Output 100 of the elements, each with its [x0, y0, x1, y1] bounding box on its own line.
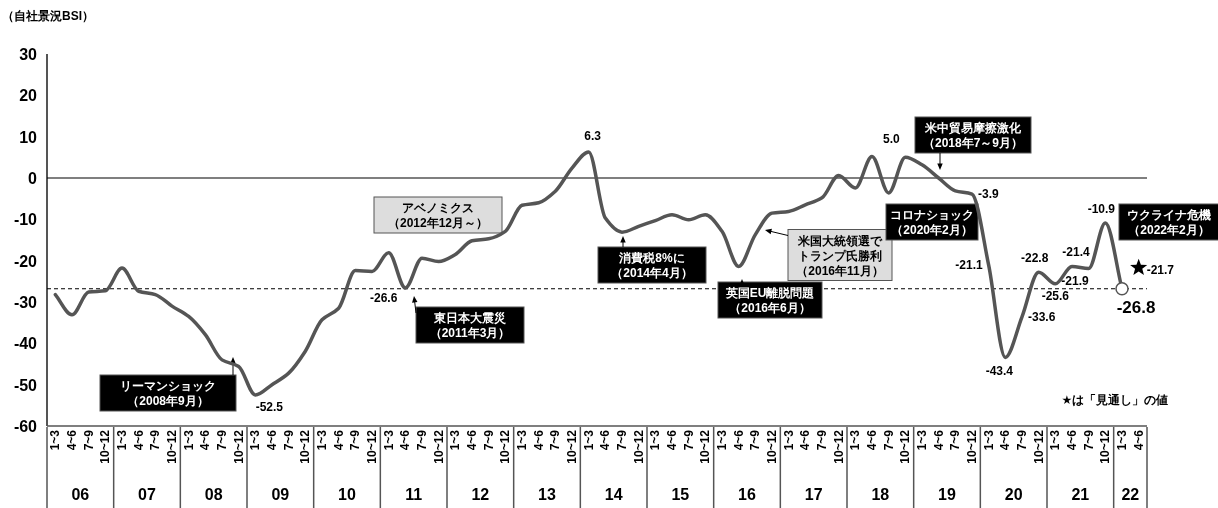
- x-tick-label: 10~12: [565, 429, 579, 464]
- data-label: -21.7: [1146, 262, 1175, 277]
- y-tick-label: -20: [13, 252, 38, 270]
- x-tick-label: 4~6: [731, 429, 746, 451]
- annotation: （2011年3月）: [429, 326, 511, 340]
- note-box: 消費税8%に （2014年4月）: [597, 246, 707, 284]
- y-tick-label: 10: [19, 128, 38, 146]
- y-tick-label: -50: [13, 376, 38, 394]
- text: 09: [271, 486, 290, 503]
- x-tick-label: 7~9: [281, 429, 296, 451]
- text: 20: [1004, 486, 1023, 503]
- x-tick-label: 10~12: [831, 429, 846, 464]
- text: 10: [338, 486, 356, 503]
- data-label: -26.6: [369, 290, 398, 305]
- x-tick-label: 4~6: [398, 429, 413, 451]
- x-tick-label: 4~6: [798, 429, 813, 451]
- x-tick-label: 4~6: [65, 429, 79, 451]
- y-tick-label: -10: [13, 211, 38, 229]
- x-tick-label: 1~3: [981, 429, 996, 451]
- y-axis-title: （自社景況BSI）: [2, 9, 95, 23]
- annotation: 消費税8%に: [618, 251, 685, 265]
- x-tick-label: 4~6: [865, 429, 879, 451]
- annotation: （2012年12月～）: [387, 216, 489, 230]
- x-tick-label: 7~9: [215, 429, 229, 451]
- annotation: （2016年6月）: [729, 301, 811, 315]
- x-tick-label: 10~12: [98, 429, 113, 464]
- data-label: -22.8: [1020, 251, 1049, 266]
- x-tick-label: 1~3: [48, 429, 63, 451]
- text: 22: [1121, 486, 1140, 503]
- x-tick-label: 4~6: [465, 429, 479, 451]
- data-label: -43.4: [985, 364, 1014, 379]
- note-box: コロナショック （2020年2月）: [885, 203, 979, 241]
- x-tick-label: 7~9: [1081, 429, 1096, 451]
- data-label: -26.8: [1116, 297, 1156, 317]
- x-tick-label: 7~9: [481, 429, 496, 451]
- x-tick-label: 10~12: [898, 429, 913, 464]
- x-tick-label: 10~12: [765, 429, 779, 464]
- x-tick-label: 10~12: [498, 429, 513, 464]
- annotation: （2014年4月）: [611, 266, 693, 280]
- x-tick-label: 1~3: [781, 429, 796, 451]
- text: 19: [938, 486, 956, 503]
- x-tick-label: 7~9: [81, 429, 96, 451]
- x-tick-label: 1~3: [581, 429, 596, 451]
- text: 11: [405, 486, 423, 503]
- annotation: 米国大統領選で: [797, 233, 883, 248]
- data-label: -10.9: [1087, 202, 1116, 217]
- y-tick-label: -60: [13, 418, 38, 435]
- x-tick-label: 4~6: [265, 429, 279, 451]
- text: 14: [604, 486, 623, 503]
- x-tick-label: 10~12: [1098, 429, 1113, 464]
- x-tick-label: 7~9: [881, 429, 896, 451]
- annotation: トランプ氏勝利: [798, 248, 882, 263]
- note-box: 英国EU離脱問題 （2016年6月）: [717, 281, 823, 319]
- data-label: -3.9: [978, 187, 999, 202]
- x-tick-label: 10~12: [365, 429, 379, 464]
- text: 17: [804, 486, 823, 503]
- x-tick-label: 1~3: [715, 429, 729, 451]
- data-label: -21.1: [955, 258, 983, 273]
- data-label: -25.6: [1041, 288, 1070, 303]
- x-tick-label: 1~3: [1115, 429, 1129, 451]
- x-tick-label: 1~3: [115, 429, 129, 451]
- x-tick-label: 1~3: [381, 429, 396, 451]
- x-tick-label: 1~3: [648, 429, 663, 451]
- annotation: （2016年11月）: [796, 263, 884, 278]
- annotation: （2008年9月）: [127, 394, 209, 408]
- x-tick-label: 4~6: [131, 429, 146, 451]
- data-label: -33.6: [1028, 309, 1056, 324]
- annotation: （2020年2月）: [891, 223, 973, 237]
- x-tick-label: 7~9: [548, 429, 563, 451]
- text: 12: [471, 486, 490, 503]
- text: 08: [204, 486, 223, 503]
- data-label: -52.5: [255, 400, 284, 414]
- x-tick-label: 1~3: [915, 429, 929, 451]
- x-tick-label: 7~9: [615, 429, 629, 451]
- x-tick-label: 1~3: [448, 429, 463, 451]
- note-box: 米中貿易摩擦激化 （2018年7～9月）: [914, 116, 1032, 154]
- x-tick-label: 7~9: [748, 429, 763, 451]
- x-tick-label: 4~6: [598, 429, 613, 451]
- x-tick-label: 4~6: [931, 429, 946, 451]
- annotation: （2018年7～9月）: [922, 136, 1024, 150]
- note-box: ウクライナ危機 （2022年2月）: [1118, 203, 1218, 241]
- x-tick-label: 4~6: [665, 429, 679, 451]
- text: 06: [71, 486, 90, 503]
- y-tick-label: -40: [13, 335, 38, 353]
- x-tick-label: 7~9: [815, 429, 829, 451]
- y-tick-label: 30: [19, 46, 38, 63]
- annotation: 英国EU離脱問題: [724, 286, 815, 300]
- x-tick-label: 10~12: [298, 429, 313, 464]
- text: 07: [138, 486, 156, 503]
- x-tick-label: 4~6: [1065, 429, 1079, 451]
- annotation: アベノミクス: [402, 201, 474, 215]
- x-tick-label: 7~9: [681, 429, 696, 451]
- x-tick-label: 10~12: [965, 429, 979, 464]
- x-tick-label: 1~3: [515, 429, 529, 451]
- x-tick-label: 4~6: [998, 429, 1013, 451]
- data-label: 6.3: [584, 128, 602, 143]
- x-tick-label: 7~9: [948, 429, 963, 451]
- y-tick-label: 0: [28, 170, 38, 187]
- x-tick-label: 4~6: [531, 429, 546, 451]
- annotation: リーマンショック: [120, 379, 216, 393]
